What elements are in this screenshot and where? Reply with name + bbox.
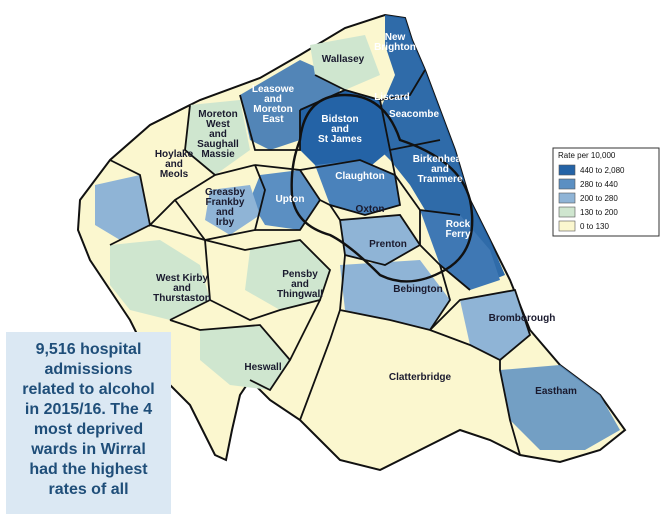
shade-leasowe [240,60,345,150]
ward-label-bidston-st-james: Bidston and St James [318,114,362,145]
ward-label-greasby-frankby-irby: Greasby Frankby and Irby [205,187,245,228]
legend-range-label: 130 to 200 [580,208,618,217]
ward-label-birkenhead-tranmere: Birkenhead and Tranmere [413,154,467,185]
ward-label-heswall: Heswall [244,362,281,373]
ward-label-seacombe: Seacombe [389,109,439,120]
boundary-bebington [339,254,451,332]
ward-label-liscard: Liscard [374,92,410,103]
boundary-rock-ferry [419,210,471,291]
boundary-central-2 [149,104,191,126]
ward-label-oxton: Oxton [356,204,385,215]
callout-box: 9,516 hospital admissions related to alc… [6,332,171,514]
boundary-eastham [499,360,521,456]
ward-label-eastham: Eastham [535,386,577,397]
ward-label-hoylake-meols: Hoylake and Meols [155,149,194,180]
callout-line: 9,516 hospital [35,341,142,358]
shade-greasby-spots [205,185,260,235]
ward-labels: New Brighton Wallasey Liscard Leasowe and More… [153,32,577,397]
shade-west-kirby [110,240,210,320]
ward-label-new-brighton: New Brighton [374,32,416,53]
shade-bromborough [460,290,530,360]
shade-moreton [185,100,250,175]
legend-swatch [558,178,576,190]
legend-items: 440 to 2,080 280 to 440 200 to 280 130 to 2… [558,164,625,232]
shade-prenton [340,215,420,265]
boundary-heswall [169,319,292,392]
ward-boundaries [109,69,532,456]
legend-swatch [558,206,576,218]
map-legend: Rate per 10,000 440 to 2,080 280 to 440 20… [552,147,660,237]
callout-line: related to alcohol [22,381,155,398]
boundary-pensby [204,239,332,321]
ward-label-wallasey: Wallasey [322,54,365,65]
boundary-north-4 [379,69,426,101]
ward-label-rock-ferry: Rock Ferry [445,219,470,240]
legend-swatch [558,220,576,232]
shade-heswall [200,325,290,390]
shade-claughton [315,160,400,215]
legend-range-label: 200 to 280 [580,194,618,203]
callout-line: wards in Wirral [31,441,146,458]
legend-range-label: 0 to 130 [580,222,609,231]
shade-rock-ferry [420,210,500,290]
legend-swatch [558,192,576,204]
ward-label-bromborough: Bromborough [489,313,556,324]
callout-line: had the highest [29,461,148,478]
shade-wallasey [310,35,380,90]
shade-eastham [500,365,620,450]
ward-label-west-kirby-thurstaston: West Kirby and Thurstaston [153,273,211,304]
ward-label-upton: Upton [276,194,305,205]
legend-range-label: 440 to 2,080 [580,166,625,175]
deprived-wards-highlight [290,93,474,283]
shade-bebington [340,260,450,330]
ward-label-prenton: Prenton [369,239,407,250]
ward-label-moreton-west-saughall-massie: Moreton West and Saughall Massie [197,109,239,160]
boundary-north-3 [314,74,346,91]
shade-hoylake-west [95,175,150,240]
shade-upton [250,170,320,230]
shade-pensby [245,240,330,310]
ward-label-bebington: Bebington [393,284,442,295]
ward-label-pensby-thingwall: Pensby and Thingwall [277,269,323,300]
ward-label-clatterbridge: Clatterbridge [389,372,452,383]
legend-swatch [558,164,576,176]
ward-label-leasowe-moreton-east: Leasowe and Moreton East [252,84,295,125]
ward-label-claughton: Claughton [335,171,384,182]
callout-line: rates of all [48,481,129,498]
callout-line: most deprived [33,421,144,438]
callout-line: admissions [44,361,133,378]
callout-line: in 2015/16. The 4 [24,401,153,418]
boundary-bromborough [429,288,532,362]
shade-bidston [300,90,390,175]
boundary-birkenhead [389,149,461,216]
boundary-north-1 [239,94,301,151]
legend-title: Rate per 10,000 [558,151,616,160]
boundary-central-1 [184,104,256,176]
boundary-west-kirby [109,224,211,321]
boundary-clatterbridge [289,299,341,421]
legend-range-label: 280 to 440 [580,180,618,189]
